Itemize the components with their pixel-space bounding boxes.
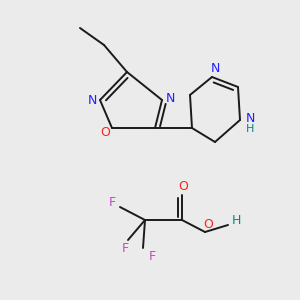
Text: N: N xyxy=(165,92,175,106)
Text: O: O xyxy=(100,127,110,140)
Text: N: N xyxy=(245,112,255,124)
Text: F: F xyxy=(108,196,116,209)
Text: F: F xyxy=(148,250,156,262)
Text: H: H xyxy=(231,214,241,227)
Text: O: O xyxy=(178,179,188,193)
Text: O: O xyxy=(203,218,213,230)
Text: H: H xyxy=(246,124,254,134)
Text: N: N xyxy=(87,94,97,106)
Text: N: N xyxy=(210,61,220,74)
Text: F: F xyxy=(122,242,129,254)
